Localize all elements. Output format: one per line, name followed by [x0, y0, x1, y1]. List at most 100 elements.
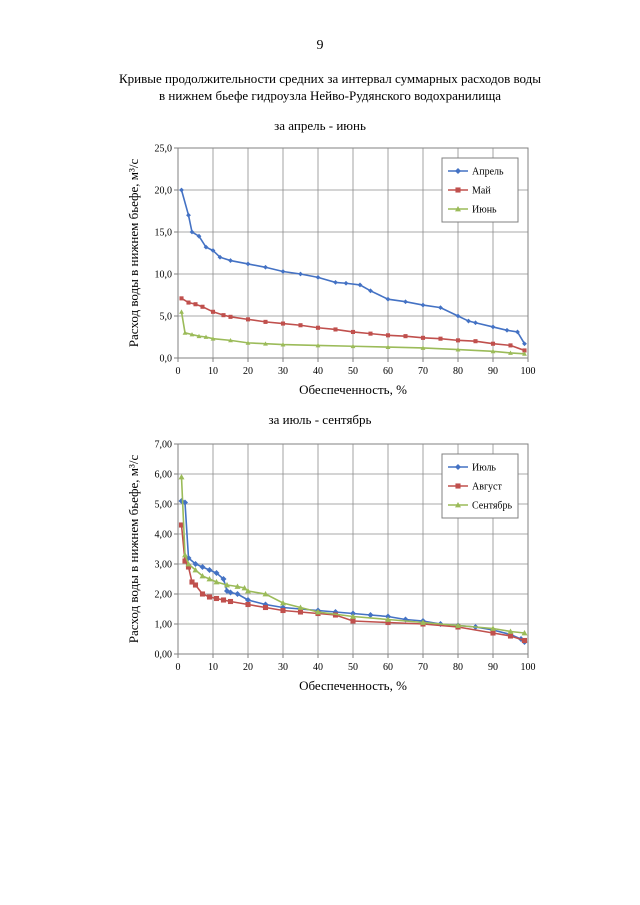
data-point [515, 329, 520, 335]
data-point [192, 582, 199, 588]
chart-2-title: за июль - сентябрь [268, 412, 372, 427]
data-point [200, 304, 205, 309]
data-point [221, 313, 226, 318]
x-tick-label: 70 [418, 662, 428, 673]
legend-marker [455, 187, 461, 193]
data-point [333, 327, 338, 332]
legend-marker [455, 168, 461, 174]
data-point [403, 299, 408, 305]
data-point [315, 343, 321, 348]
x-tick-label: 30 [278, 662, 288, 673]
y-tick-label: 7,00 [155, 440, 173, 451]
data-point [507, 628, 514, 634]
x-tick-label: 80 [453, 366, 463, 377]
data-point [263, 264, 268, 270]
title-line-2: в нижнем бьефе гидроузла Нейво-Рудянског… [159, 88, 501, 103]
data-point [473, 320, 478, 326]
data-point [189, 332, 195, 337]
data-point [179, 187, 184, 193]
data-point [438, 305, 443, 310]
legend-label: Май [472, 186, 491, 197]
legend-marker [455, 464, 461, 470]
x-tick-label: 20 [243, 662, 253, 673]
x-tick-label: 70 [418, 366, 428, 377]
series-2 [179, 296, 527, 353]
data-point [227, 589, 234, 596]
data-point [315, 274, 321, 280]
data-point [262, 604, 269, 611]
data-point [455, 622, 461, 628]
data-point [203, 334, 209, 339]
x-tick-label: 90 [488, 662, 498, 673]
data-point [192, 561, 199, 567]
data-point [357, 282, 363, 288]
chart-july-september: 0,00 1,00 2,00 3,00 4,00 5,00 6,00 7,00 0 10 20 30 4… [126, 440, 536, 694]
data-point [241, 585, 248, 591]
data-point [504, 327, 510, 333]
legend-marker [455, 502, 461, 508]
chart-april-june: 0,0 5,0 10,0 15,0 20,0 25,0 0 10 20 30 40 50 60 70 80 9… [126, 144, 536, 398]
y-axis-label: Расход воды в нижнем бьефе, м³/с [126, 455, 141, 644]
x-tick-label: 60 [383, 662, 393, 673]
data-point [420, 335, 426, 340]
data-point [228, 337, 233, 343]
y-tick-label: 15,0 [155, 228, 173, 239]
series-line [180, 189, 526, 345]
data-point [186, 300, 191, 305]
x-axis-label: Обеспеченность, % [299, 678, 407, 693]
data-point [297, 609, 304, 615]
data-point [210, 248, 216, 253]
document-title: Кривые продолжительности средних за инте… [60, 70, 600, 104]
data-point [210, 336, 216, 341]
y-tick-label: 20,0 [155, 186, 173, 197]
x-tick-label: 30 [278, 366, 288, 377]
data-point [182, 330, 188, 335]
data-point [385, 333, 391, 338]
legend-label: Август [472, 482, 502, 493]
data-point [455, 347, 461, 352]
data-point [350, 618, 356, 624]
data-point [234, 591, 241, 597]
data-point [220, 576, 227, 582]
y-tick-label: 1,00 [155, 620, 173, 631]
y-tick-label: 6,00 [155, 470, 173, 481]
data-point [234, 583, 241, 589]
data-point [490, 324, 496, 330]
legend-label: Сентябрь [472, 501, 513, 512]
data-point [185, 564, 192, 570]
x-tick-label: 80 [453, 662, 463, 673]
page-number: 9 [316, 38, 324, 53]
data-point [196, 233, 202, 239]
data-point [245, 601, 251, 608]
data-point [385, 616, 391, 622]
data-point [508, 350, 513, 355]
data-point [490, 625, 496, 631]
x-tick-label: 90 [488, 366, 498, 377]
data-point [213, 595, 220, 602]
y-tick-label: 10,0 [155, 270, 173, 281]
data-point [403, 334, 408, 339]
data-point [298, 323, 303, 328]
data-point [263, 319, 268, 324]
data-point [420, 619, 426, 625]
y-axis-label: Расход воды в нижнем бьефе, м³/с [126, 159, 141, 348]
y-tick-label: 0,0 [160, 354, 173, 365]
data-point [182, 558, 188, 564]
data-point [185, 561, 192, 567]
data-point [245, 261, 251, 267]
x-tick-label: 10 [208, 662, 218, 673]
data-point [507, 633, 514, 639]
data-point [490, 348, 496, 354]
title-line-1: Кривые продолжительности средних за инте… [118, 71, 542, 86]
data-point [245, 588, 251, 594]
y-tick-label: 3,00 [155, 560, 173, 571]
data-point [263, 341, 268, 346]
x-axis-label: Обеспеченность, % [299, 382, 407, 397]
legend: Июль Август Сентябрь [441, 453, 519, 519]
data-point [217, 254, 223, 260]
x-tick-label: 50 [348, 366, 358, 377]
data-point [490, 630, 496, 636]
y-tick-label: 25,0 [155, 144, 173, 155]
data-point [280, 342, 286, 347]
data-point [350, 613, 356, 619]
